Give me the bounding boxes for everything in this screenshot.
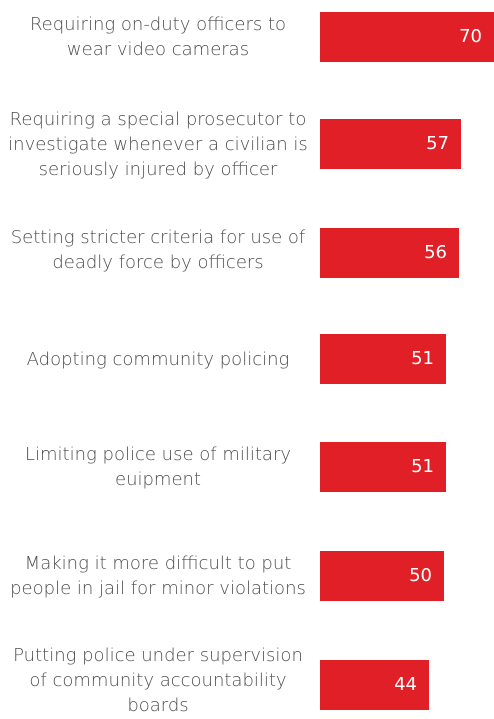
bar-value-label: 57 [426,133,449,154]
bar: 57 [320,119,461,169]
category-label: Requiring on-duty officers to wear video… [29,14,287,60]
bar: 70 [320,12,494,62]
category-label: Putting police under supervision of comm… [13,644,303,716]
bar: 51 [320,334,446,384]
bar-value-label: 44 [394,674,417,695]
bar-value-label: 51 [411,348,434,369]
category-label: Limiting police use of military euipment [24,444,292,490]
bar: 51 [320,442,446,492]
bar: 50 [320,551,444,601]
bar: 44 [320,660,429,710]
bar-value-label: 51 [411,456,434,477]
category-label: Adopting community policing [26,348,290,370]
bar-value-label: 70 [459,26,482,47]
category-label: Making it more difficult to put people i… [10,553,306,599]
bar: 56 [320,228,459,278]
bar-value-label: 50 [409,565,432,586]
category-label: Requiring a special prosecutor to invest… [8,108,308,180]
category-label: Setting stricter criteria for use of dea… [10,227,306,273]
bar-value-label: 56 [424,242,447,263]
